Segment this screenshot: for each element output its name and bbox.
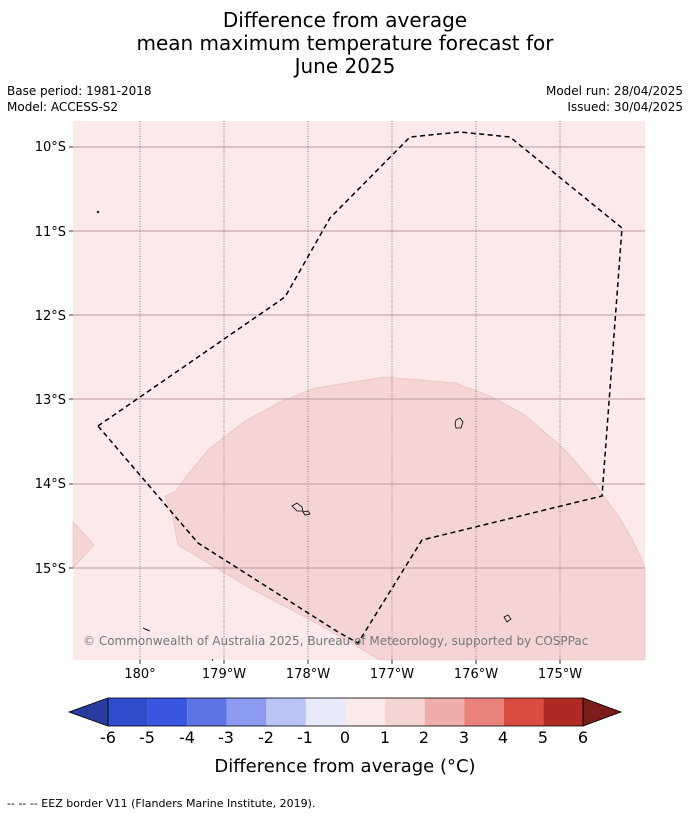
colorbar [67, 697, 623, 727]
lat-label-14s: 14°S [35, 477, 66, 492]
cbar-tick-3: 3 [459, 728, 469, 747]
lat-label-13s: 13°S [35, 393, 66, 408]
island-7 [211, 658, 214, 662]
lon-label-179w: 179°W [202, 667, 246, 682]
island-6 [96, 210, 100, 214]
colorbar-tick-labels: -6 -5 -4 -3 -2 -1 0 1 2 3 4 5 6 [100, 728, 588, 747]
cbar-tick-5: 5 [538, 728, 548, 747]
lon-label-176w: 176°W [454, 667, 498, 682]
lat-label-12s: 12°S [35, 309, 66, 324]
longitude-labels: 180° 179°W 178°W 177°W 176°W 175°W [124, 667, 582, 682]
cbar-tick-m4: -4 [179, 728, 195, 747]
eez-note: -- -- -- EEZ border V11 (Flanders Marine… [7, 797, 315, 810]
colorbar-segment [226, 698, 267, 726]
cbar-tick-2: 2 [419, 728, 429, 747]
model-run: Model run: 28/04/2025 [545, 84, 683, 98]
lat-label-11s: 11°S [35, 225, 66, 240]
islands [96, 210, 512, 662]
eez-border [96, 131, 623, 644]
cbar-tick-m6: -6 [100, 728, 116, 747]
lat-label-10s: 10°S [35, 140, 66, 155]
island-3 [302, 510, 311, 516]
colorbar-segment [385, 698, 425, 726]
axis-ticks [69, 146, 561, 664]
copyright-text: © Commonwealth of Australia 2025, Bureau… [83, 634, 588, 648]
lon-label-178w: 178°W [286, 667, 330, 682]
latitude-labels: 10°S 11°S 12°S 13°S 14°S 15°S [35, 140, 66, 577]
colorbar-segment [266, 698, 306, 726]
colorbar-outline [107, 697, 584, 727]
colorbar-extend-low [67, 697, 109, 727]
lat-label-15s: 15°S [35, 562, 66, 577]
cbar-tick-m2: -2 [258, 728, 274, 747]
island-5 [142, 627, 151, 632]
cbar-tick-6: 6 [578, 728, 588, 747]
colorbar-segment [424, 698, 465, 726]
colorbar-segment [305, 698, 346, 726]
colorbar-segment [147, 698, 188, 726]
island-1 [454, 417, 464, 429]
colorbar-label: Difference from average (°C) [214, 756, 475, 777]
colorbar-segment [503, 698, 544, 726]
latitude-gridlines [73, 146, 645, 569]
title-line-2: mean maximum temperature forecast for [136, 31, 554, 55]
model-name: Model: ACCESS-S2 [7, 100, 119, 114]
lon-label-180: 180° [124, 667, 155, 682]
island-4 [503, 614, 512, 623]
cbar-tick-m3: -3 [218, 728, 234, 747]
issued-date: Issued: 30/04/2025 [567, 100, 683, 114]
base-period: Base period: 1981-2018 [7, 84, 152, 98]
colorbar-segment [464, 698, 504, 726]
colorbar-segment [543, 698, 583, 726]
cbar-tick-0: 0 [340, 728, 350, 747]
title-line-1: Difference from average [222, 8, 468, 32]
anomaly-region-west-edge [72, 521, 95, 569]
cbar-tick-m1: -1 [297, 728, 313, 747]
cbar-tick-1: 1 [380, 728, 390, 747]
lon-label-177w: 177°W [370, 667, 414, 682]
title-line-3: June 2025 [294, 54, 396, 78]
colorbar-segment [345, 698, 386, 726]
colorbar-segment [108, 698, 148, 726]
colorbar-segment [187, 698, 227, 726]
colorbar-extend-high [582, 697, 623, 727]
anomaly-region-1-2 [164, 376, 646, 661]
lon-label-175w: 175°W [538, 667, 582, 682]
island-2 [291, 502, 304, 512]
cbar-tick-m5: -5 [139, 728, 155, 747]
cbar-tick-4: 4 [498, 728, 508, 747]
